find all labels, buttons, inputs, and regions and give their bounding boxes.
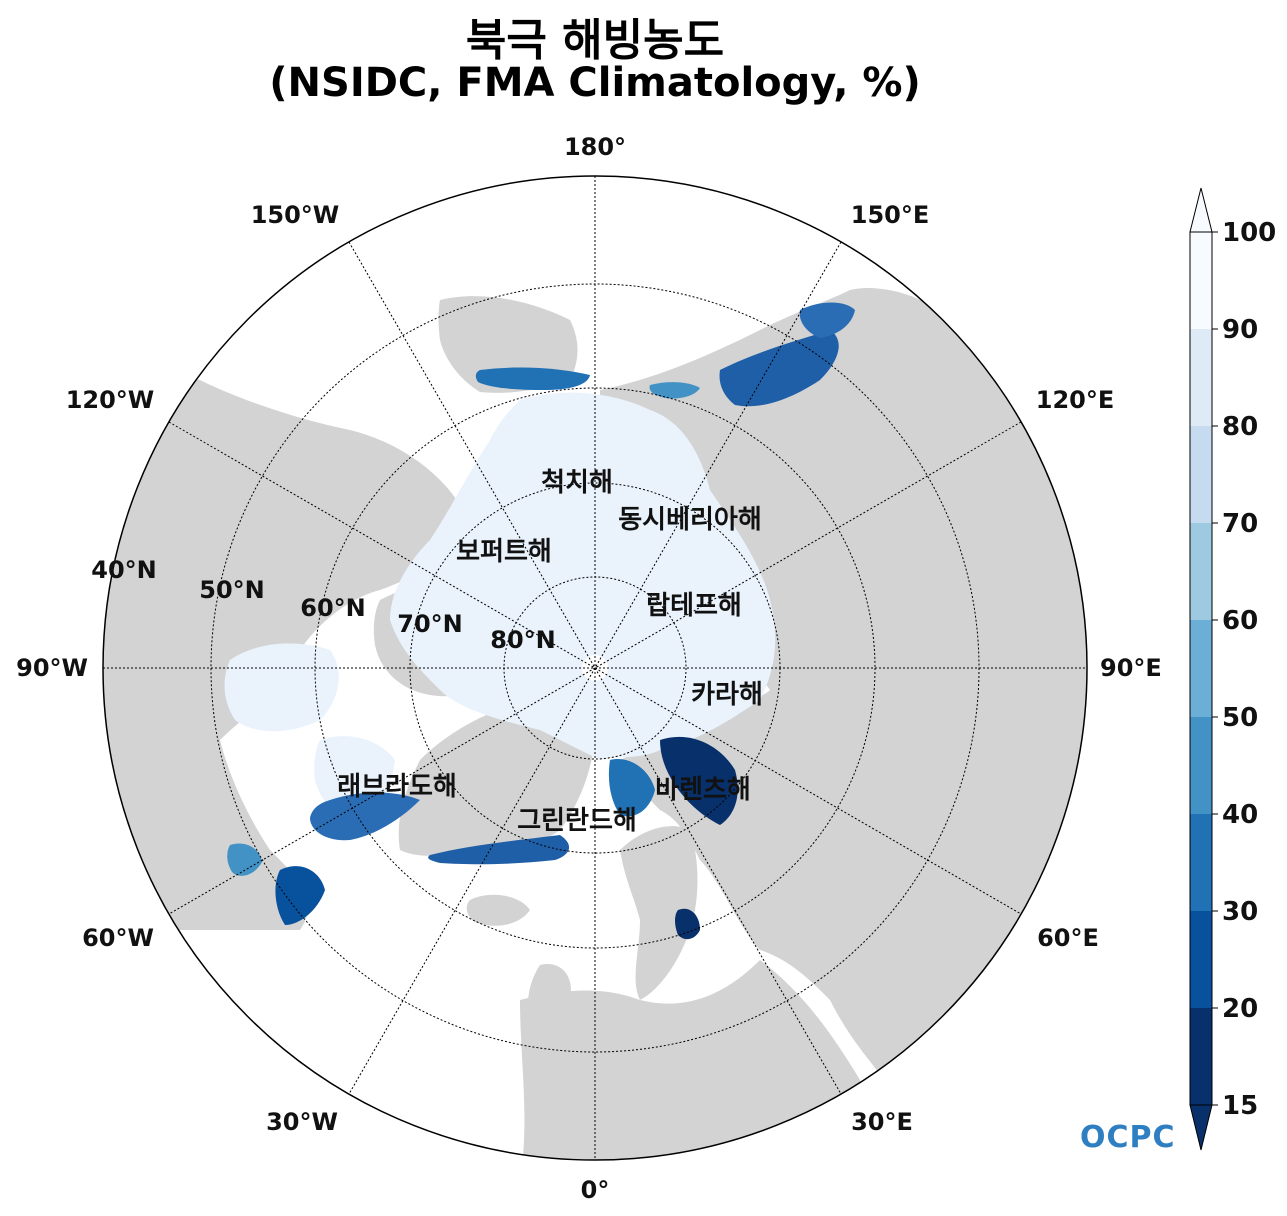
lat-label-60n: 60°N <box>300 594 365 622</box>
region-label-labrador: 래브라도해 <box>337 772 457 802</box>
land-europe <box>520 960 860 1160</box>
lon-label-60e: 60°E <box>1037 924 1099 952</box>
colorbar-tick-label: 90 <box>1222 315 1258 345</box>
lon-label-30w: 30°W <box>266 1108 338 1136</box>
lon-label-120e: 120°E <box>1036 386 1115 414</box>
lon-label-90w: 90°W <box>16 654 88 682</box>
colorbar-band <box>1190 232 1212 329</box>
lon-label-30e: 30°E <box>851 1108 913 1136</box>
map-boundary <box>102 175 1088 1161</box>
colorbar: 100 90 80 70 60 50 40 30 20 15 <box>1189 187 1276 1151</box>
colorbar-band <box>1190 620 1212 717</box>
region-label-laptev: 랍테프해 <box>646 591 742 621</box>
colorbar-tick-label: 15 <box>1222 1091 1258 1121</box>
region-label-kara: 카라해 <box>691 680 763 710</box>
colorbar-frame <box>1189 231 1213 1106</box>
lon-label-150e: 150°E <box>851 201 930 229</box>
lon-label-120w: 120°W <box>66 386 155 414</box>
colorbar-tick-label: 70 <box>1222 509 1258 539</box>
meridian-lines <box>103 176 1087 1160</box>
lat-label-80n: 80°N <box>490 626 555 654</box>
lat-label-70n: 70°N <box>397 610 462 638</box>
colorbar-tick-label: 80 <box>1222 412 1258 442</box>
lon-label-150w: 150°W <box>251 201 340 229</box>
lon-label-180: 180° <box>564 133 626 161</box>
colorbar-band <box>1190 717 1212 814</box>
colorbar-band <box>1190 329 1212 426</box>
sea-ice-pack <box>390 392 776 760</box>
colorbar-tick-label: 40 <box>1222 800 1258 830</box>
map-subtitle: (NSIDC, FMA Climatology, %) <box>269 60 921 106</box>
region-label-greenland: 그린란드해 <box>517 806 637 836</box>
colorbar-min-arrow <box>1189 1104 1213 1151</box>
region-label-beaufort: 보퍼트해 <box>456 537 552 567</box>
colorbar-tick-label: 60 <box>1222 606 1258 636</box>
colorbar-band <box>1190 523 1212 620</box>
land-scandinavia <box>620 826 698 1000</box>
colorbar-band <box>1190 426 1212 523</box>
colorbar-tick-label: 30 <box>1222 897 1258 927</box>
colorbar-band <box>1190 911 1212 1008</box>
colorbar-band <box>1190 814 1212 911</box>
lat-label-50n: 50°N <box>199 576 264 604</box>
colorbar-tick-label: 20 <box>1222 994 1258 1024</box>
land-greenland <box>398 700 595 856</box>
land-eurasia <box>600 288 1087 1100</box>
region-label-chukchi: 척치해 <box>541 468 613 498</box>
lon-label-90e: 90°E <box>1100 654 1162 682</box>
ocpc-logo: OCPC <box>1080 1120 1176 1155</box>
lon-label-60w: 60°W <box>82 924 154 952</box>
land-uk <box>528 964 571 1024</box>
region-label-east-siberian: 동시베리아해 <box>618 505 762 535</box>
region-label-barents: 바렌츠해 <box>655 775 751 805</box>
lat-label-40n: 40°N <box>91 556 156 584</box>
colorbar-max-arrow <box>1189 187 1213 233</box>
colorbar-tick-label: 100 <box>1222 218 1276 248</box>
sea-ice-hudson <box>224 643 339 732</box>
map-title: 북극 해빙농도 <box>465 15 725 66</box>
land-iceland <box>466 894 530 926</box>
lon-label-0: 0° <box>581 1176 610 1204</box>
colorbar-tick-label: 50 <box>1222 703 1258 733</box>
colorbar-band <box>1190 1008 1212 1105</box>
